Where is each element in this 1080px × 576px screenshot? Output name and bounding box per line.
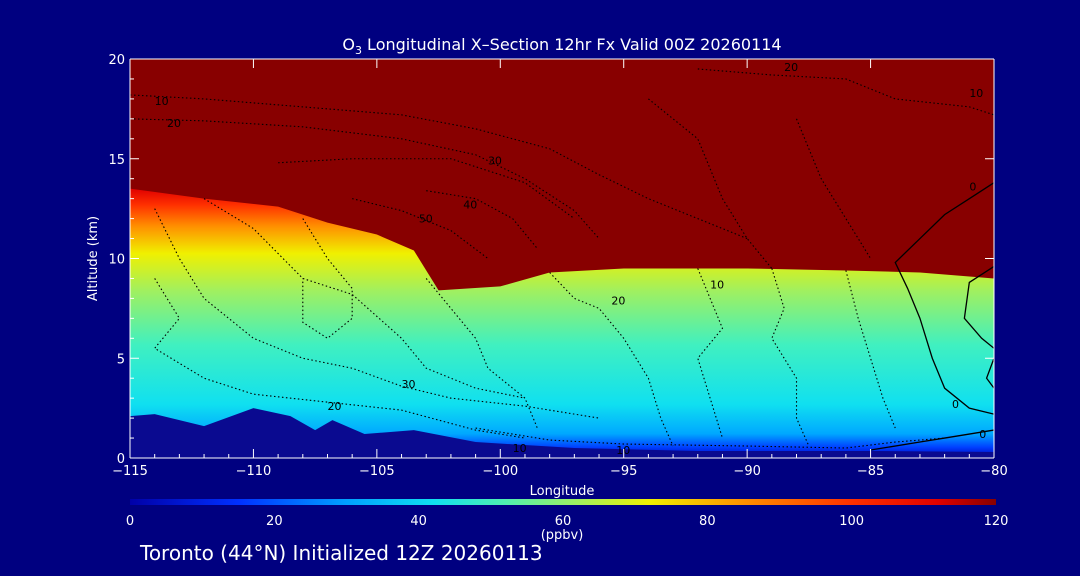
colorbar-ticks: 0 20 40 60 80 100 120: [126, 514, 1009, 529]
colorbar: 0 20 40 60 80 100 120 (ppbv): [126, 499, 1009, 543]
y-axis: 0 5 10 15 20: [108, 53, 995, 467]
contour-label: 0: [969, 181, 976, 194]
colorbar-tick-label: 20: [266, 514, 283, 529]
contour-labels: 10203040502010020103020101000: [155, 61, 987, 457]
x-tick-label: −105: [359, 464, 395, 479]
contour-label: 30: [402, 378, 416, 391]
x-tick-label: −85: [857, 464, 884, 479]
x-axis: −115 −110 −105 −100 −95 −90 −85 −80: [112, 58, 1008, 479]
contour-lines: [130, 68, 994, 451]
contour-label: 20: [167, 117, 181, 130]
title-symbol: O: [342, 35, 355, 54]
footer-station-info: Toronto (44°N) Initialized 12Z 20260113: [140, 541, 543, 565]
contour-label: 10: [513, 442, 527, 455]
y-tick-label: 15: [108, 153, 125, 168]
title-text: Longitudinal X–Section 12hr Fx Valid 00Z…: [362, 35, 782, 54]
contour-label: 0: [979, 428, 986, 441]
contour-label: 20: [327, 400, 341, 413]
chart-title: O3 Longitudinal X–Section 12hr Fx Valid …: [342, 35, 781, 57]
contour-label: 10: [155, 95, 169, 108]
contour-label: 10: [710, 278, 724, 291]
x-tick-label: −80: [980, 464, 1007, 479]
colorbar-tick-label: 0: [126, 514, 134, 529]
colorbar-unit-label: (ppbv): [541, 528, 584, 543]
colorbar-tick-label: 40: [410, 514, 427, 529]
colorbar-tick-label: 60: [555, 514, 572, 529]
contour-label: 40: [463, 199, 477, 212]
colorbar-gradient: [130, 499, 996, 505]
title-subscript: 3: [355, 44, 362, 57]
contour-label: 30: [488, 155, 502, 168]
y-tick-label: 0: [117, 452, 125, 467]
contour-label: 20: [611, 294, 625, 307]
y-tick-label: 5: [117, 352, 125, 367]
colorbar-tick-label: 100: [839, 514, 864, 529]
x-tick-label: −110: [236, 464, 272, 479]
contour-label: 20: [784, 61, 798, 74]
y-tick-label: 20: [108, 53, 125, 68]
x-tick-label: −100: [482, 464, 518, 479]
y-axis-label: Altitude (km): [86, 216, 101, 301]
colorbar-tick-label: 80: [699, 514, 716, 529]
x-axis-label: Longitude: [530, 484, 595, 499]
x-tick-label: −90: [733, 464, 760, 479]
contour-label: 50: [419, 213, 433, 226]
terrain-profile: [130, 408, 994, 458]
y-tick-label: 10: [108, 253, 125, 268]
plot-area: 10203040502010020103020101000: [130, 59, 994, 459]
colorbar-tick-label: 120: [984, 514, 1009, 529]
troposphere-ozone-field: [130, 188, 994, 459]
x-tick-label: −95: [610, 464, 637, 479]
x-tick-label: −115: [112, 464, 148, 479]
contour-label: 0: [952, 398, 959, 411]
contour-label: 10: [969, 87, 983, 100]
